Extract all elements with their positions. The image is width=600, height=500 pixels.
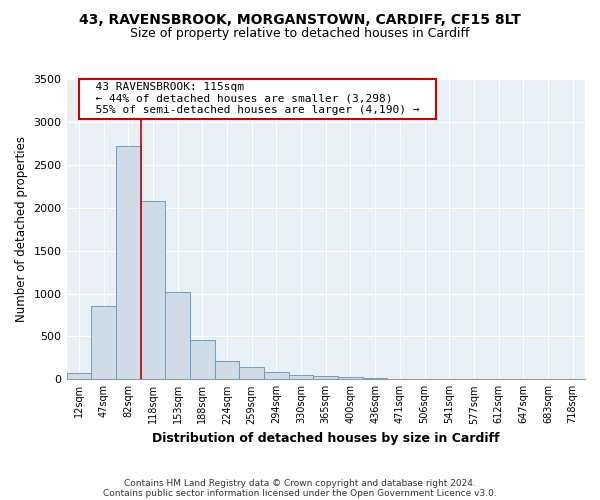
Bar: [67, 373, 91, 380]
Bar: [338, 377, 363, 380]
Bar: [313, 376, 338, 380]
Bar: [190, 340, 215, 380]
Bar: [140, 201, 165, 380]
Y-axis label: Number of detached properties: Number of detached properties: [15, 136, 28, 322]
Text: Size of property relative to detached houses in Cardiff: Size of property relative to detached ho…: [130, 28, 470, 40]
Bar: [289, 374, 313, 380]
X-axis label: Distribution of detached houses by size in Cardiff: Distribution of detached houses by size …: [152, 432, 500, 445]
Bar: [363, 378, 388, 380]
Text: Contains public sector information licensed under the Open Government Licence v3: Contains public sector information licen…: [103, 488, 497, 498]
Text: 43, RAVENSBROOK, MORGANSTOWN, CARDIFF, CF15 8LT: 43, RAVENSBROOK, MORGANSTOWN, CARDIFF, C…: [79, 12, 521, 26]
Bar: [116, 146, 140, 380]
Bar: [91, 306, 116, 380]
Bar: [165, 292, 190, 380]
Bar: [239, 368, 264, 380]
Text: Contains HM Land Registry data © Crown copyright and database right 2024.: Contains HM Land Registry data © Crown c…: [124, 478, 476, 488]
Bar: [264, 372, 289, 380]
Text: 43 RAVENSBROOK: 115sqm  
  ← 44% of detached houses are smaller (3,298)  
  55% : 43 RAVENSBROOK: 115sqm ← 44% of detached…: [82, 82, 433, 116]
Bar: [215, 362, 239, 380]
